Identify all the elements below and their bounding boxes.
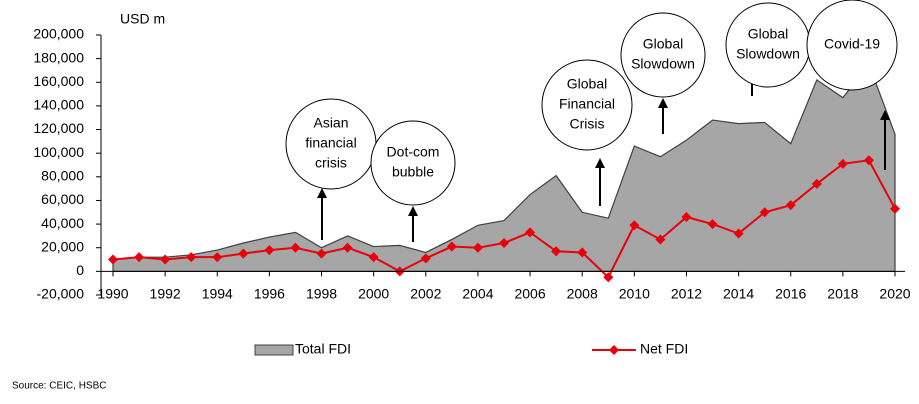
marker [733, 228, 744, 239]
arrow-head [658, 98, 668, 108]
x-tick-label: 2014 [723, 286, 754, 302]
marker [186, 252, 197, 263]
y-tick-label: -20,000 [37, 286, 85, 302]
arrow-head [595, 158, 605, 168]
x-tick-label: 2004 [462, 286, 493, 302]
marker [551, 246, 562, 257]
annotation-bubble [541, 59, 633, 151]
x-tick-label: 1998 [306, 286, 337, 302]
y-tick-label: 200,000 [33, 26, 84, 42]
marker [681, 212, 692, 222]
marker [446, 241, 457, 252]
legend-label: Total FDI [295, 341, 351, 357]
legend-label: Net FDI [640, 341, 688, 357]
y-tick-label: 40,000 [41, 215, 84, 231]
y-tick-label: 100,000 [33, 144, 84, 160]
y-tick-label: 160,000 [33, 73, 84, 89]
x-tick-label: 1992 [150, 286, 181, 302]
annotation-text: Slowdown [736, 46, 800, 62]
annotation-text: Global [567, 76, 607, 92]
marker [420, 253, 431, 264]
x-tick-label: 2012 [671, 286, 702, 302]
x-tick-label: 2008 [567, 286, 598, 302]
source: Source: CEIC, HSBC [12, 381, 106, 392]
marker [264, 245, 275, 256]
y-tick-label: 60,000 [41, 191, 84, 207]
y-tick-label: 20,000 [41, 238, 84, 254]
annotation-text: Financial [559, 96, 615, 112]
marker [342, 242, 353, 253]
y-tick-label: 140,000 [33, 97, 84, 113]
marker [525, 227, 536, 238]
x-tick-label: 2020 [879, 286, 910, 302]
marker [837, 158, 848, 169]
marker [316, 248, 327, 259]
arrow-head [408, 206, 418, 216]
marker [759, 207, 770, 218]
marker [290, 242, 301, 253]
x-tick-label: 1996 [254, 286, 285, 302]
marker [212, 252, 223, 263]
annotation-text: Dot-com [387, 144, 440, 160]
annotation-text: Global [748, 26, 788, 42]
annotation-text: Covid-19 [824, 36, 880, 52]
y-tick-label: 80,000 [41, 168, 84, 184]
marker [655, 234, 666, 245]
marker [577, 247, 588, 258]
marker [707, 219, 718, 230]
annotation-text: Global [643, 36, 683, 52]
marker [890, 203, 900, 214]
marker [108, 254, 118, 265]
x-tick-label: 2000 [358, 286, 389, 302]
x-tick-label: 2002 [410, 286, 441, 302]
marker [134, 252, 145, 263]
x-tick-label: 2016 [775, 286, 806, 302]
annotation-bubble [806, 0, 898, 91]
marker [160, 254, 171, 265]
x-tick-label: 1990 [97, 286, 128, 302]
marker [603, 272, 614, 283]
annotation-text: Crisis [570, 116, 605, 132]
annotation-text: financial [305, 135, 356, 151]
marker [785, 200, 796, 211]
arrow-head [880, 110, 890, 120]
annotation-text: Slowdown [631, 56, 695, 72]
legend-swatch [254, 344, 294, 356]
annotation-text: crisis [315, 155, 347, 171]
marker [499, 238, 509, 248]
marker [368, 252, 379, 263]
arrow-head [317, 188, 327, 198]
annotation-bubble [620, 12, 706, 98]
annotation-text: Asian [313, 115, 348, 131]
annotation-text: bubble [392, 164, 434, 180]
y-tick-label: 0 [76, 262, 84, 278]
x-tick-label: 2006 [514, 286, 545, 302]
y-unit: USD m [120, 11, 165, 27]
marker [238, 248, 249, 259]
x-tick-label: 2018 [827, 286, 858, 302]
marker [629, 220, 640, 231]
marker [863, 155, 874, 166]
y-tick-label: 180,000 [33, 49, 84, 65]
legend-marker [609, 345, 619, 355]
x-tick-label: 1994 [202, 286, 233, 302]
marker [811, 178, 822, 189]
marker [472, 242, 483, 253]
x-tick-label: 2010 [619, 286, 650, 302]
annotation-bubble [370, 120, 456, 206]
y-tick-label: 120,000 [33, 120, 84, 136]
